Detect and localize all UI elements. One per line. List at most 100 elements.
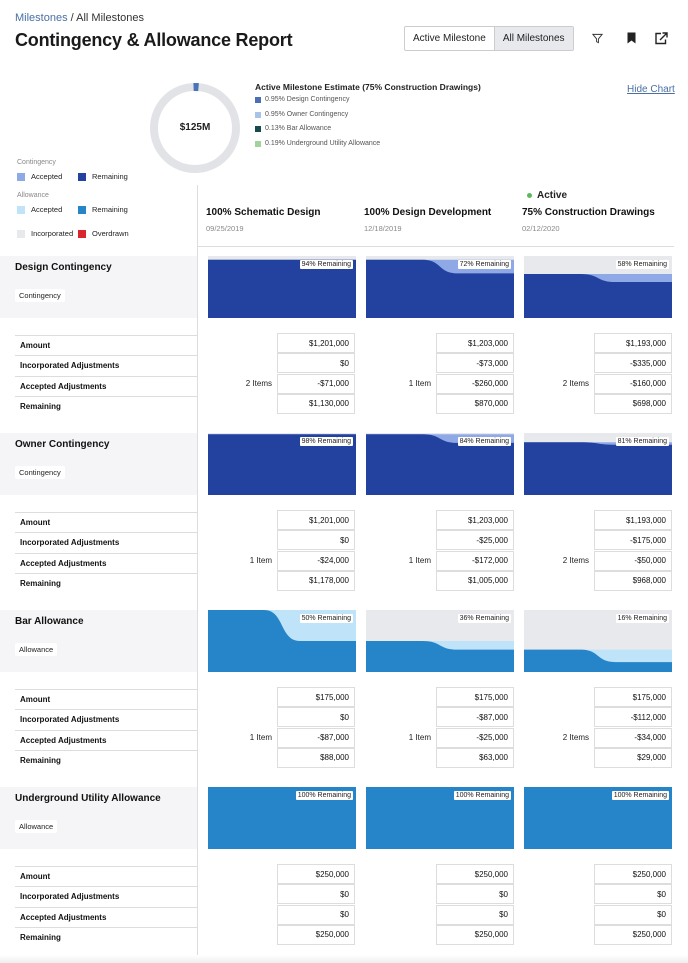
breadcrumb: Milestones / All Milestones <box>15 12 144 24</box>
row-label-remaining: Remaining <box>15 572 197 593</box>
remaining-percent-badge: 98% Remaining <box>299 437 353 446</box>
remaining-area <box>208 610 356 672</box>
hide-chart-link[interactable]: Hide Chart <box>627 84 675 95</box>
value-cell-amount: $1,203,000 <box>436 510 514 530</box>
value-cell-incorporated-adjustments: -$25,000 <box>436 530 514 551</box>
estimate-item: 0.95% Owner Contingency <box>255 111 348 118</box>
row-label-amount: Amount <box>15 689 197 709</box>
share-icon[interactable] <box>652 29 670 47</box>
accepted-items-count[interactable]: 1 Item <box>408 556 431 565</box>
row-label-incorporated-adjustments: Incorporated Adjustments <box>15 355 197 375</box>
accepted-items-count[interactable]: 1 Item <box>408 733 431 742</box>
row-label-amount: Amount <box>15 335 197 355</box>
value-cell-remaining: $250,000 <box>277 924 355 945</box>
milestone-area-chart[interactable]: 100% Remaining <box>524 787 672 849</box>
row-label-remaining: Remaining <box>15 926 197 947</box>
value-cell-amount: $250,000 <box>436 864 514 884</box>
value-cell-incorporated-adjustments: $0 <box>277 530 355 551</box>
milestone-area-chart[interactable]: 94% Remaining <box>208 256 356 318</box>
accepted-items-count[interactable]: 2 Items <box>562 733 589 742</box>
legend-swatch <box>78 229 86 238</box>
accepted-items-count[interactable]: 1 Item <box>408 379 431 388</box>
estimate-item: 0.13% Bar Allowance <box>255 125 331 132</box>
section-title-bar-allowance: Bar Allowance <box>15 616 84 627</box>
estimate-donut-chart <box>149 82 241 174</box>
estimate-item-label: 0.95% Design Contingency <box>265 96 350 103</box>
estimate-swatch <box>255 111 261 118</box>
page-title: Contingency & Allowance Report <box>15 30 293 50</box>
milestone-area-chart[interactable]: 100% Remaining <box>366 787 514 849</box>
accepted-items-count[interactable]: 2 Items <box>245 379 272 388</box>
value-cell-accepted-adjustments: -$24,000 <box>277 550 355 571</box>
section-header-bg <box>0 787 197 849</box>
column-header-construction-drawings: 75% Construction Drawings <box>522 207 655 218</box>
milestone-area-chart[interactable]: 36% Remaining <box>366 610 514 672</box>
accepted-items-count[interactable]: 2 Items <box>562 556 589 565</box>
remaining-area <box>366 641 514 672</box>
active-milestone-button[interactable]: Active Milestone <box>413 33 486 44</box>
value-cell-incorporated-adjustments: $0 <box>594 884 672 905</box>
legend-label: Accepted <box>31 172 63 181</box>
accepted-items-count[interactable]: 2 Items <box>562 379 589 388</box>
accepted-items-count[interactable]: 1 Item <box>249 556 272 565</box>
value-cell-amount: $250,000 <box>594 864 672 884</box>
milestone-area-chart[interactable]: 81% Remaining <box>524 433 672 495</box>
value-cell-amount: $250,000 <box>277 864 355 884</box>
remaining-area <box>524 787 672 849</box>
column-date: 02/12/2020 <box>522 224 560 233</box>
value-cell-accepted-adjustments: -$25,000 <box>436 727 514 748</box>
section-title-underground-utility-allowance: Underground Utility Allowance <box>15 793 161 804</box>
milestone-area-chart[interactable]: 16% Remaining <box>524 610 672 672</box>
milestone-area-chart[interactable]: 58% Remaining <box>524 256 672 318</box>
accepted-items-count[interactable]: 1 Item <box>249 733 272 742</box>
section-type-tag: Allowance <box>15 820 58 833</box>
legend-label: Remaining <box>92 205 128 214</box>
value-cell-incorporated-adjustments: $0 <box>436 884 514 905</box>
section-type-tag: Contingency <box>15 289 65 302</box>
row-label-accepted-adjustments: Accepted Adjustments <box>15 375 197 396</box>
row-label-remaining: Remaining <box>15 395 197 416</box>
milestone-area-chart[interactable]: 72% Remaining <box>366 256 514 318</box>
funnel-icon[interactable] <box>588 29 606 47</box>
section-title-owner-contingency: Owner Contingency <box>15 439 110 450</box>
remaining-area <box>366 787 514 849</box>
milestone-area-chart[interactable]: 100% Remaining <box>208 787 356 849</box>
value-cell-accepted-adjustments: -$172,000 <box>436 550 514 571</box>
breadcrumb-milestones-link[interactable]: Milestones <box>15 12 68 24</box>
milestone-area-chart[interactable]: 98% Remaining <box>208 433 356 495</box>
remaining-percent-badge: 100% Remaining <box>453 791 511 800</box>
header-divider <box>198 246 674 247</box>
remaining-percent-badge: 81% Remaining <box>615 437 669 446</box>
estimate-title: Active Milestone Estimate (75% Construct… <box>255 82 481 92</box>
value-cell-incorporated-adjustments: $0 <box>277 707 355 728</box>
estimate-item-label: 0.19% Underground Utility Allowance <box>265 140 381 147</box>
legend-label: Remaining <box>92 172 128 181</box>
donut-total-label: $125M <box>179 122 211 133</box>
value-cell-accepted-adjustments: -$50,000 <box>594 550 672 571</box>
column-header-design-development: 100% Design Development <box>364 207 492 218</box>
estimate-item-label: 0.13% Bar Allowance <box>265 125 332 132</box>
milestone-area-chart[interactable]: 50% Remaining <box>208 610 356 672</box>
remaining-percent-badge: 84% Remaining <box>457 437 511 446</box>
value-cell-accepted-adjustments: $0 <box>277 904 355 925</box>
all-milestones-button[interactable]: All Milestones <box>493 27 573 50</box>
value-cell-remaining: $29,000 <box>594 747 672 768</box>
legend-overdrawn: Overdrawn <box>78 229 129 238</box>
value-cell-remaining: $1,005,000 <box>436 570 514 591</box>
estimate-swatch <box>255 96 261 103</box>
estimate-item-label: 0.95% Owner Contingency <box>265 111 349 118</box>
value-cell-accepted-adjustments: -$34,000 <box>594 727 672 748</box>
value-cell-accepted-adjustments: -$160,000 <box>594 373 672 394</box>
estimate-swatch <box>255 140 261 147</box>
milestone-area-chart[interactable]: 84% Remaining <box>366 433 514 495</box>
row-label-accepted-adjustments: Accepted Adjustments <box>15 729 197 750</box>
value-cell-amount: $175,000 <box>277 687 355 707</box>
row-label-incorporated-adjustments: Incorporated Adjustments <box>15 532 197 552</box>
value-cell-amount: $1,201,000 <box>277 333 355 353</box>
bookmark-icon[interactable] <box>622 29 640 47</box>
remaining-percent-badge: 36% Remaining <box>457 614 511 623</box>
value-cell-accepted-adjustments: $0 <box>436 904 514 925</box>
column-header-schematic-design: 100% Schematic Design <box>206 207 321 218</box>
breadcrumb-separator: / <box>67 12 77 24</box>
row-label-incorporated-adjustments: Incorporated Adjustments <box>15 709 197 729</box>
